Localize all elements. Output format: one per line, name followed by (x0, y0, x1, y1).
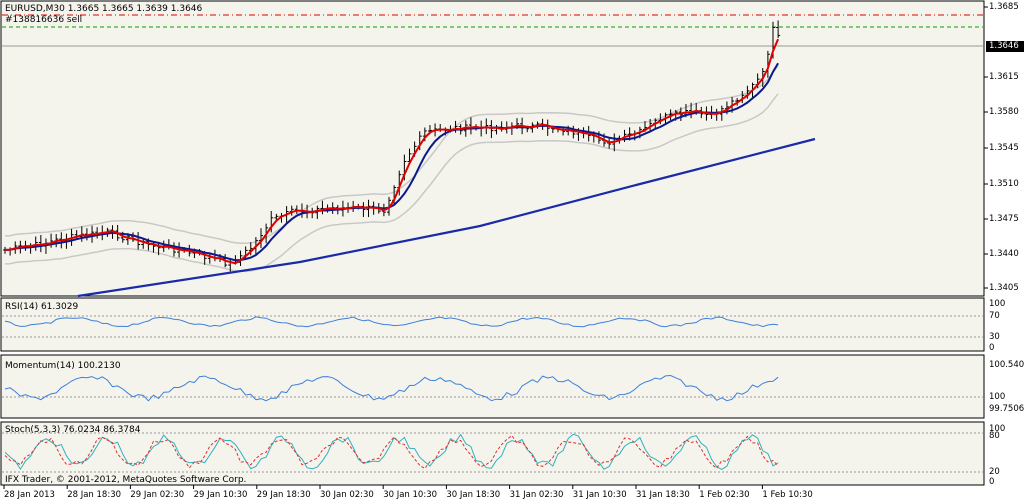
order-label[interactable]: #138816636 sell (5, 15, 83, 25)
momentum-tick-label: 100 (989, 392, 1006, 402)
price-tick-label: 1.3580 (989, 107, 1019, 117)
stoch-tick-label: 80 (989, 431, 1000, 441)
time-tick-label: 28 Jan 18:30 (67, 490, 122, 500)
fast-moving-average (4, 38, 780, 265)
momentum-line (4, 374, 779, 402)
symbol-header: EURUSD,M30 1.3665 1.3665 1.3639 1.3646 (5, 4, 203, 14)
rsi-tick-label: 30 (989, 332, 1000, 342)
price-tick-label: 1.3440 (989, 249, 1019, 259)
stoch-label: Stoch(5,3,3) 76.0234 86.3784 (5, 425, 141, 435)
time-tick-label: 30 Jan 10:30 (383, 490, 438, 500)
stoch-tick-label: 20 (989, 467, 1000, 477)
time-tick-label: 28 Jan 2013 (4, 490, 55, 500)
time-tick-label: 30 Jan 02:30 (320, 490, 374, 500)
rsi-label: RSI(14) 61.3029 (5, 302, 79, 312)
price-tick-label: 1.3545 (989, 143, 1019, 153)
stoch-panel[interactable] (0, 421, 985, 486)
slow-moving-average (77, 137, 816, 298)
time-tick-label: 31 Jan 02:30 (509, 490, 564, 500)
time-tick-label: 29 Jan 02:30 (130, 490, 185, 500)
medium-moving-average (4, 62, 779, 262)
bollinger-bands (4, 65, 779, 273)
momentum-panel[interactable] (0, 354, 985, 419)
price-tick-label: 1.3475 (989, 214, 1019, 224)
rsi-tick-label: 70 (989, 311, 1000, 321)
time-tick-label: 31 Jan 18:30 (636, 490, 690, 500)
current-price-tag: 1.3646 (986, 41, 1024, 52)
time-tick-label: 29 Jan 18:30 (256, 490, 311, 500)
lower-band (4, 93, 779, 273)
time-tick-label: 1 Feb 10:30 (762, 490, 813, 500)
momentum-tick-label: 99.7506 (989, 404, 1024, 414)
stoch-tick-label: 100 (989, 424, 1006, 434)
stoch-main-line (4, 433, 779, 471)
time-tick-label: 29 Jan 10:30 (193, 490, 248, 500)
copyright-footer: IFX Trader, © 2001-2012, MetaQuotes Soft… (5, 475, 247, 485)
momentum-tick-label: 100.540 (989, 360, 1024, 370)
momentum-label: Momentum(14) 100.2130 (5, 361, 121, 371)
stoch-tick-label: 0 (989, 477, 995, 487)
upper-band (4, 65, 779, 245)
rsi-panel[interactable] (0, 297, 985, 352)
rsi-tick-label: 100 (989, 299, 1006, 309)
axis-ticks (3, 6, 988, 489)
indicator-lines (4, 316, 779, 471)
price-tick-label: 1.3615 (989, 72, 1019, 82)
rsi-tick-label: 0 (989, 343, 995, 353)
rsi-line (4, 316, 779, 328)
time-tick-label: 31 Jan 10:30 (572, 490, 627, 500)
price-tick-label: 1.3685 (989, 2, 1019, 12)
time-tick-label: 30 Jan 18:30 (446, 490, 501, 500)
price-tick-label: 1.3510 (989, 179, 1019, 189)
moving-averages (4, 38, 816, 298)
time-tick-label: 1 Feb 02:30 (699, 490, 750, 500)
price-tick-label: 1.3405 (989, 283, 1019, 293)
